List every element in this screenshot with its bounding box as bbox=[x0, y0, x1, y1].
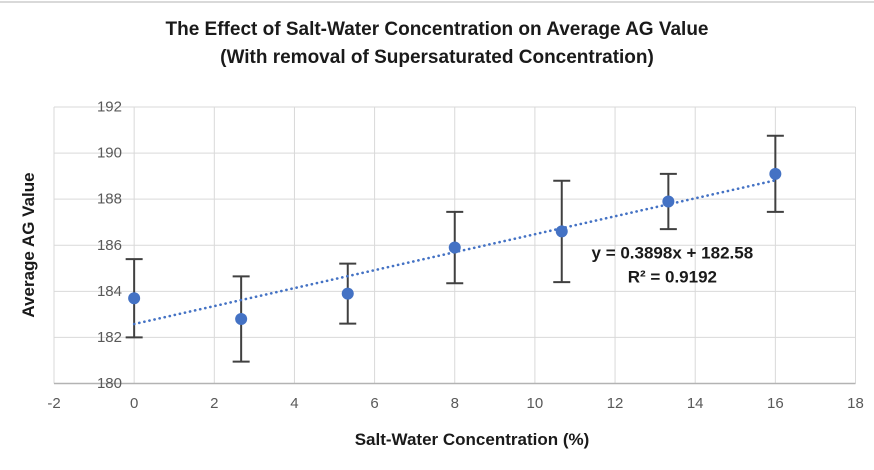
y-tick-label: 184 bbox=[97, 283, 122, 300]
y-tick-label: 182 bbox=[97, 329, 122, 346]
x-tick-label: 8 bbox=[451, 395, 459, 412]
x-tick-label: 0 bbox=[130, 395, 138, 412]
x-axis-title: Salt-Water Concentration (%) bbox=[354, 430, 590, 449]
x-tick-labels: -2 0 2 4 6 8 10 12 14 16 18 bbox=[47, 395, 864, 412]
data-point bbox=[128, 292, 141, 305]
y-tick-labels: 180 182 184 186 188 190 192 bbox=[97, 99, 122, 393]
x-tick-label: 16 bbox=[767, 395, 784, 412]
data-point bbox=[235, 312, 248, 325]
data-series bbox=[128, 167, 782, 325]
y-tick-label: 192 bbox=[97, 99, 122, 116]
data-point bbox=[769, 167, 782, 180]
data-point bbox=[662, 195, 675, 208]
x-tick-label: 10 bbox=[527, 395, 544, 412]
chart-title-line2: (With removal of Supersaturated Concentr… bbox=[220, 47, 654, 68]
trendline-equation: y = 0.3898x + 182.58 bbox=[592, 244, 754, 263]
x-tick-label: 12 bbox=[607, 395, 624, 412]
x-tick-label: 6 bbox=[370, 395, 378, 412]
x-tick-label: 14 bbox=[687, 395, 704, 412]
chart-title-line1: The Effect of Salt-Water Concentration o… bbox=[165, 19, 709, 40]
data-point bbox=[341, 287, 354, 300]
y-tick-label: 186 bbox=[97, 237, 122, 254]
data-point bbox=[555, 225, 568, 238]
window-top-border bbox=[0, 1, 874, 3]
x-tick-label: 18 bbox=[847, 395, 864, 412]
y-tick-label: 180 bbox=[97, 375, 122, 392]
x-tick-label: -2 bbox=[47, 395, 60, 412]
trendline-r-squared: R² = 0.9192 bbox=[628, 268, 717, 287]
y-tick-label: 188 bbox=[97, 191, 122, 208]
x-tick-label: 4 bbox=[290, 395, 298, 412]
x-tick-label: 2 bbox=[210, 395, 218, 412]
chart-title: The Effect of Salt-Water Concentration o… bbox=[0, 16, 874, 72]
data-point bbox=[448, 241, 461, 254]
y-tick-label: 190 bbox=[97, 145, 122, 162]
